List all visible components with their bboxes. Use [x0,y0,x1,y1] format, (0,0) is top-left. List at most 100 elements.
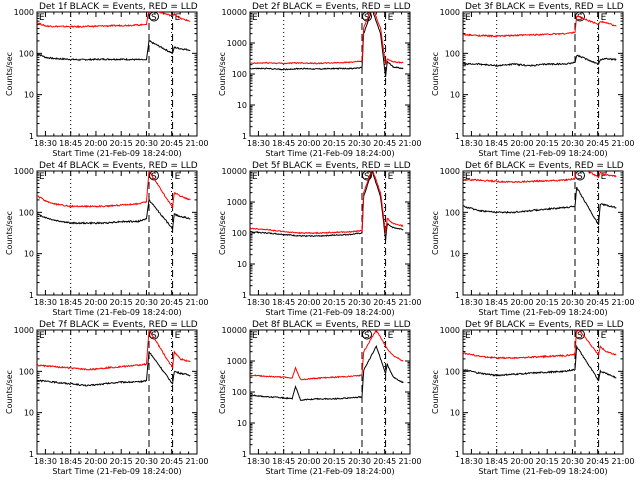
chart-panel-7: Det 7f BLACK = Events, RED = LLD 1 10 100 10… [5,320,209,476]
y-tick-label: 1 [29,132,34,141]
x-tick-label: 20:00 [84,139,107,148]
series-lld-line [463,171,617,184]
marker-label: S [577,331,583,341]
marker-label: E [465,331,471,341]
x-tick-label: 20:00 [297,457,320,466]
y-tick-label: 10 [450,250,460,259]
marker-label: E [175,172,181,182]
x-tick-label: 18:30 [34,457,57,466]
y-tick-label: 1000 [227,198,247,207]
axes-frame [462,11,624,137]
series-lld-line [37,330,191,371]
chart-title: Det 6f BLACK = Events, RED = LLD [465,161,624,171]
y-tick-label: 1000 [440,8,460,17]
x-tick-label: 20:30 [561,139,584,148]
x-tick-label: 20:45 [373,298,396,307]
x-axis-label: Start Time (21-Feb-09 18:24:00) [478,467,607,476]
y-tick-label: 100 [19,49,34,58]
y-tick-label: 100 [19,367,34,376]
x-tick-label: 18:45 [59,139,82,148]
x-tick-label: 20:15 [110,298,133,307]
y-axis-label: Counts/sec [218,370,227,414]
series-events-line [463,186,617,225]
chart-title: Det 3f BLACK = Events, RED = LLD [465,2,624,12]
chart-title: Det 1f BLACK = Events, RED = LLD [39,2,198,12]
y-axis-label: Counts/sec [218,211,227,255]
y-axis-label: Counts/sec [5,370,14,414]
x-tick-label: 18:45 [272,139,295,148]
y-tick-label: 1000 [440,167,460,176]
x-tick-label: 20:30 [135,139,158,148]
x-axis-label: Start Time (21-Feb-09 18:24:00) [265,467,394,476]
y-tick-label: 10 [237,260,247,269]
axes-frame [462,329,624,455]
marker-label: E [388,13,394,23]
y-tick-label: 10 [450,91,460,100]
x-tick-label: 20:45 [160,457,183,466]
series-events-line [37,198,191,230]
series-events-line [250,344,404,402]
chart-title: Det 5f BLACK = Events, RED = LLD [252,161,411,171]
x-tick-label: 20:45 [160,139,183,148]
x-tick-label: 20:15 [323,457,346,466]
x-tick-label: 21:00 [611,298,634,307]
series-lld-line [250,12,404,65]
marker-label: S [577,13,583,23]
marker-circle [362,170,372,181]
x-tick-label: 20:45 [586,298,609,307]
series-events-line [250,12,404,78]
y-tick-label: 1 [29,450,34,459]
y-tick-label: 100 [19,208,34,217]
series-lld-line [463,330,617,360]
marker-circle [149,170,159,181]
x-axis-label: Start Time (21-Feb-09 18:24:00) [52,467,181,476]
x-tick-label: 18:45 [272,457,295,466]
y-tick-label: 1000 [227,357,247,366]
x-tick-label: 20:30 [348,139,371,148]
y-axis-label: Counts/sec [5,211,14,255]
x-axis-label: Start Time (21-Feb-09 18:24:00) [478,149,607,158]
axes-frame [36,329,198,455]
marker-label: S [364,13,370,23]
y-tick-label: 10000 [222,167,247,176]
series-lld-line [463,15,617,38]
x-tick-label: 20:00 [297,139,320,148]
y-axis-label: Counts/sec [431,211,440,255]
marker-label: E [39,13,45,23]
y-axis-label: Counts/sec [431,370,440,414]
marker-label: E [252,13,258,23]
marker-label: E [39,331,45,341]
y-tick-label: 100 [232,229,247,238]
x-tick-label: 20:45 [586,139,609,148]
marker-label: E [601,331,607,341]
x-tick-label: 21:00 [611,139,634,148]
marker-label: S [151,13,157,23]
x-axis-label: Start Time (21-Feb-09 18:24:00) [265,149,394,158]
x-tick-label: 21:00 [185,139,208,148]
x-tick-label: 21:00 [185,298,208,307]
y-tick-label: 100 [232,70,247,79]
x-tick-label: 20:00 [297,298,320,307]
x-tick-label: 18:30 [34,139,57,148]
y-tick-label: 10000 [222,8,247,17]
marker-label: E [252,331,258,341]
series-events-line [463,54,617,68]
y-tick-label: 10000 [222,326,247,335]
marker-label: E [601,13,607,23]
y-tick-label: 1 [242,132,247,141]
x-tick-label: 20:15 [536,298,559,307]
y-tick-label: 1 [242,450,247,459]
x-tick-label: 20:15 [323,139,346,148]
y-tick-label: 10 [237,101,247,110]
x-axis-label: Start Time (21-Feb-09 18:24:00) [478,308,607,317]
series-events-line [250,171,404,240]
marker-label: E [39,172,45,182]
marker-label: S [151,172,157,182]
x-tick-label: 20:45 [586,457,609,466]
x-tick-label: 18:45 [272,298,295,307]
marker-label: E [175,13,181,23]
y-tick-label: 1 [455,291,460,300]
marker-label: E [252,172,258,182]
x-tick-label: 20:15 [323,298,346,307]
x-tick-label: 18:30 [460,457,483,466]
